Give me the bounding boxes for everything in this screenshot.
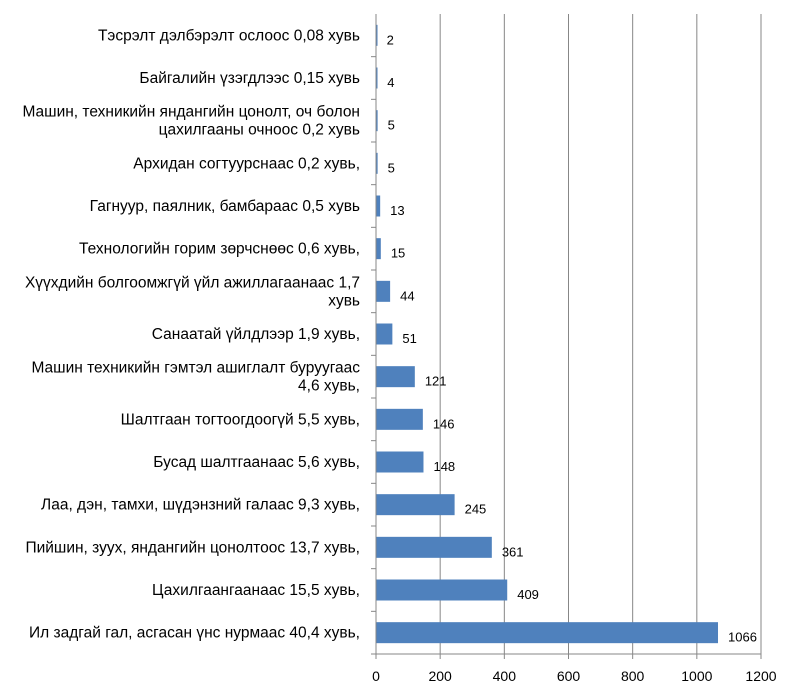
category-label: Технологийн горим зөрчснөөс 0,6 хувь, [79, 241, 360, 258]
category-labels: Ил задгай гал, асгасан үнс нурмаас 40,4 … [22, 27, 360, 641]
data-label: 121 [425, 374, 447, 389]
bar [376, 494, 455, 516]
bar [376, 366, 415, 388]
category-label: Машин, техникийн яндангийн цонолт, оч бо… [22, 104, 360, 139]
category-label: Шалтгаан тогтоогдоогүй 5,5 хувь, [121, 411, 360, 428]
gridlines [439, 14, 762, 654]
bar [376, 280, 391, 302]
axes [371, 14, 762, 659]
category-label: Архидан согтуурснаас 0,2 хувь, [133, 155, 360, 172]
category-label: Гагнуур, паялник, бамбараас 0,5 хувь [90, 198, 360, 215]
category-label: Ил задгай гал, асгасан үнс нурмаас 40,4 … [29, 625, 360, 642]
bars [376, 24, 719, 644]
bar [376, 408, 423, 430]
bar [376, 67, 378, 89]
x-tick-label: 800 [621, 668, 645, 684]
x-tick-labels: 0 200 400 600 800 1000 1200 [372, 668, 777, 684]
bar [376, 152, 378, 174]
x-tick-label: 200 [428, 668, 452, 684]
category-label: Лаа, дэн, тамхи, шүдэнзний галаас 9,3 ху… [41, 497, 360, 514]
data-label: 361 [502, 544, 524, 559]
data-label: 146 [433, 416, 455, 431]
bar [376, 24, 378, 46]
category-label: Бусад шалтгаанаас 5,6 хувь, [153, 454, 360, 471]
x-tick-label: 1000 [681, 668, 712, 684]
bar [376, 110, 378, 132]
bar [376, 323, 393, 345]
x-tick-label: 400 [493, 668, 517, 684]
category-label: Машин техникийн гэмтэл ашиглалт буруугаа… [31, 360, 360, 395]
category-label: Хүүхдийн болгоомжгүй үйл ажиллагаанаас 1… [25, 274, 360, 309]
bar [376, 579, 508, 601]
data-label: 5 [388, 118, 395, 133]
data-label: 13 [390, 203, 404, 218]
bar [376, 451, 424, 473]
category-label: Пийшин, зуух, яндангийн цонолтоос 13,7 х… [25, 539, 360, 556]
x-tick-label: 0 [372, 668, 380, 684]
data-label: 5 [388, 160, 395, 175]
data-label: 2 [387, 32, 394, 47]
bar [376, 238, 381, 260]
data-labels: 1066 409 361 245 148 146 121 51 44 15 13 5 5 4 2 [387, 32, 757, 644]
category-label: Байгалийн үзэгдлээс 0,15 хувь [139, 70, 360, 87]
data-label: 15 [391, 246, 405, 261]
data-label: 51 [402, 331, 416, 346]
bar [376, 195, 381, 217]
data-label: 4 [387, 75, 394, 90]
bar [376, 622, 719, 644]
bar [376, 536, 492, 558]
data-label: 409 [517, 587, 539, 602]
category-label: Санаатай үйлдлээр 1,9 хувь, [152, 326, 360, 343]
data-label: 44 [400, 288, 414, 303]
data-label: 148 [433, 459, 455, 474]
category-label: Цахилгаангаанаас 15,5 хувь, [152, 582, 360, 599]
x-tick-label: 1200 [745, 668, 776, 684]
x-tick-label: 600 [557, 668, 581, 684]
data-label: 1066 [728, 630, 757, 645]
category-label: Тэсрэлт дэлбэрэлт ослоос 0,08 хувь [98, 27, 360, 44]
data-label: 245 [465, 502, 487, 517]
